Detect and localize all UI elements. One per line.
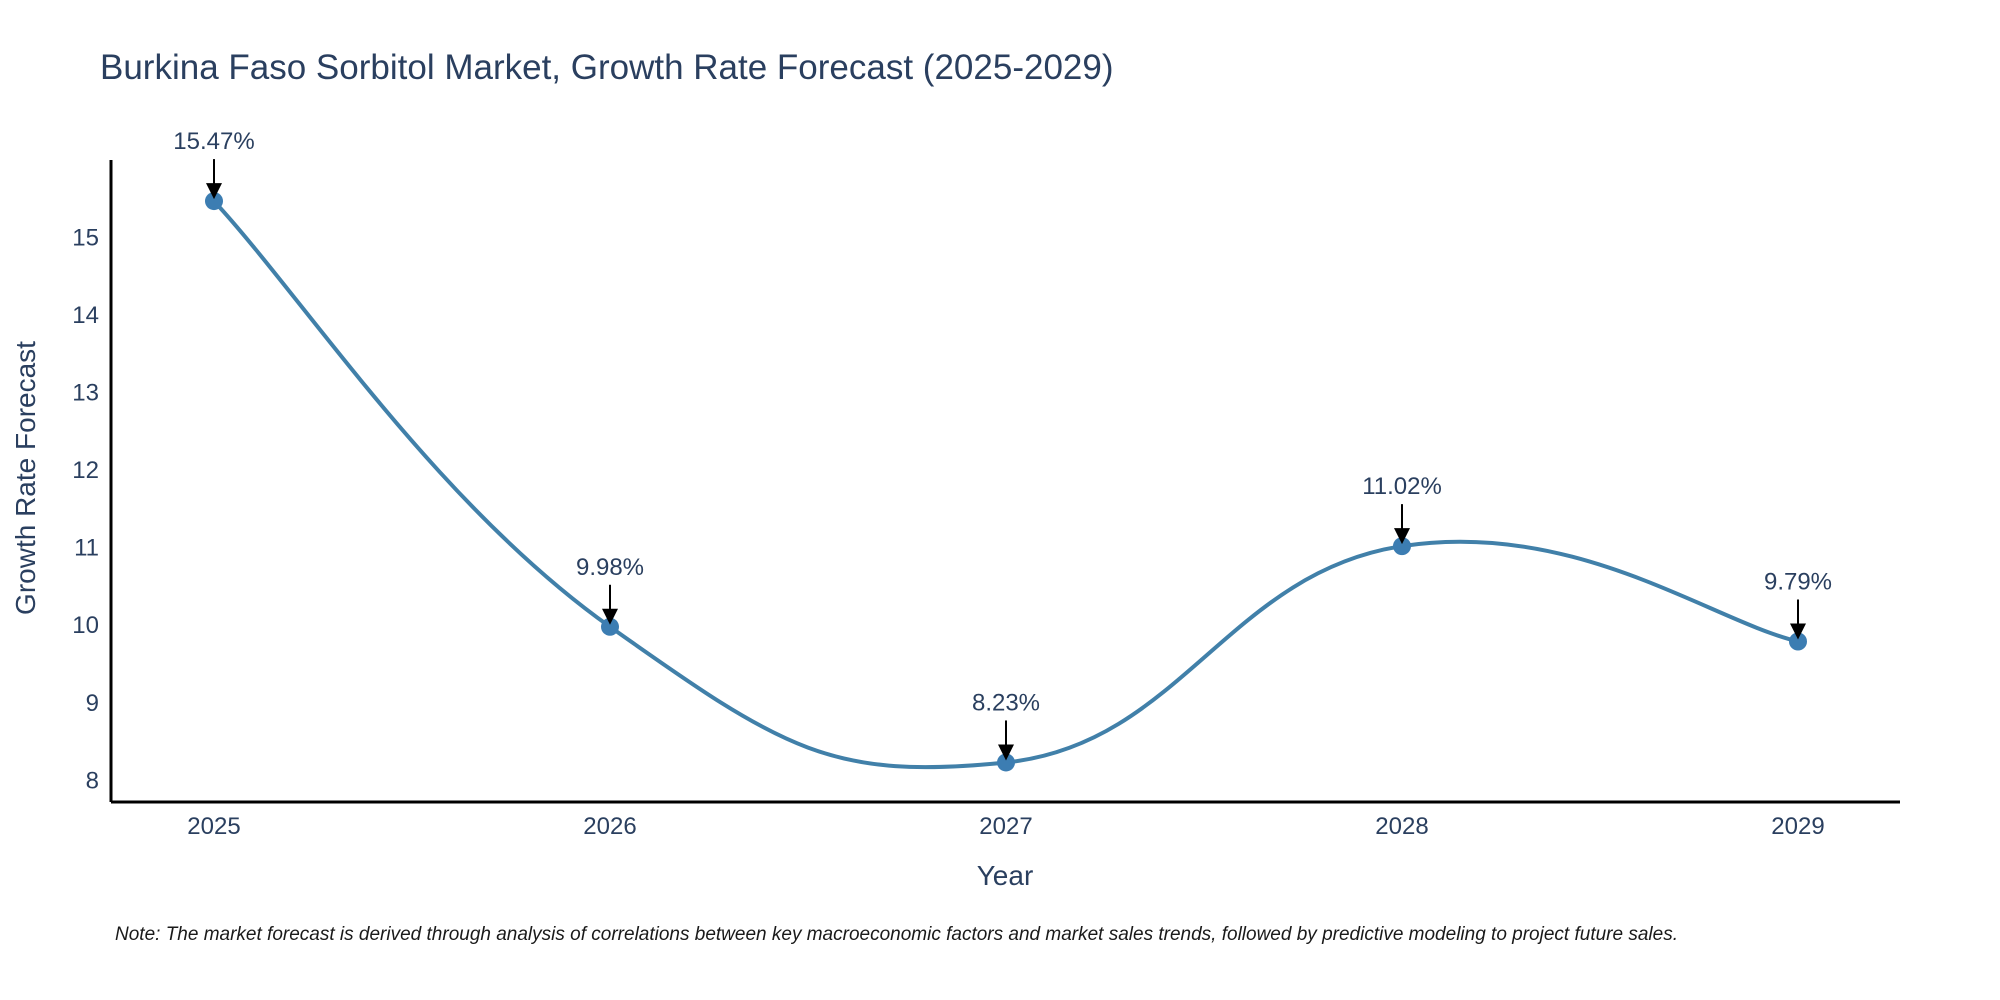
x-tick-label: 2028 <box>1375 813 1428 840</box>
data-label-2025: 15.47% <box>173 128 254 155</box>
y-tick-label: 13 <box>72 380 99 407</box>
data-label-2029: 9.79% <box>1764 569 1832 596</box>
data-label-2028: 11.02% <box>1362 473 1442 500</box>
data-point-2028 <box>1393 537 1411 556</box>
y-axis-ticks: 8 9 10 11 12 13 14 15 <box>72 225 99 795</box>
x-tick-label: 2025 <box>187 813 240 840</box>
y-tick-label: 15 <box>72 225 99 252</box>
data-point-2027 <box>997 753 1015 772</box>
x-tick-label: 2027 <box>979 813 1032 840</box>
footnote: Note: The market forecast is derived thr… <box>115 924 1678 945</box>
y-axis-title: Growth Rate Forecast <box>10 341 41 615</box>
y-tick-label: 9 <box>86 690 99 717</box>
y-tick-label: 11 <box>74 535 99 562</box>
y-tick-label: 14 <box>72 302 99 329</box>
x-axis-title: Year <box>977 860 1034 891</box>
y-tick-label: 10 <box>72 612 99 639</box>
chart-title: Burkina Faso Sorbitol Market, Growth Rat… <box>100 48 1114 87</box>
data-label-2027: 8.23% <box>972 689 1040 716</box>
data-label-annotations: 15.47% 9.98% 8.23% 11.02% 9.79% <box>173 128 1832 761</box>
data-points <box>205 192 1807 772</box>
annotation-arrow-head <box>602 608 618 625</box>
y-tick-label: 12 <box>72 457 99 484</box>
y-tick-label: 8 <box>86 767 99 794</box>
data-label-2026: 9.98% <box>576 554 644 581</box>
data-point-2025 <box>205 192 223 211</box>
x-tick-label: 2029 <box>1771 813 1824 840</box>
data-point-2029 <box>1789 632 1807 651</box>
x-tick-label: 2026 <box>583 813 636 840</box>
x-axis-ticks: 2025 2026 2027 2028 2029 <box>187 813 1824 840</box>
annotation-arrow-head <box>1790 623 1806 640</box>
annotation-arrow-head <box>998 744 1014 761</box>
data-point-2026 <box>601 617 619 636</box>
annotation-arrow-head <box>1394 528 1410 545</box>
series-line-growth-rate <box>212 199 1799 770</box>
annotation-arrow-head <box>206 183 222 200</box>
